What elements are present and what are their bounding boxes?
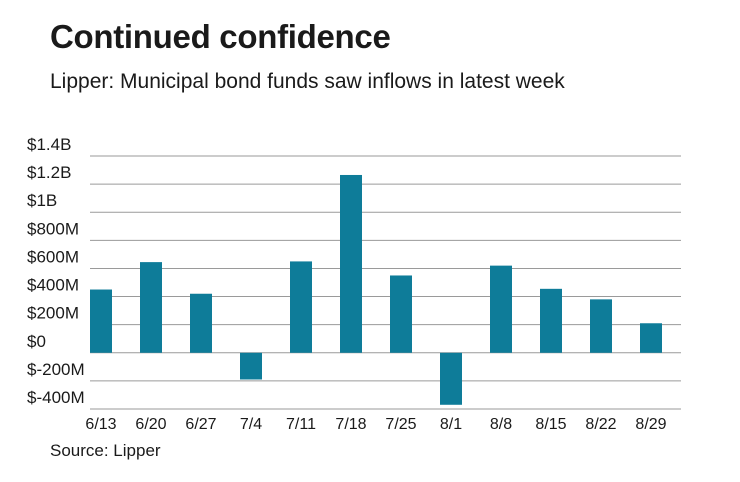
x-tick-label: 7/11 [286,416,316,433]
x-tick-label: 7/4 [240,416,262,433]
bar-8-8 [490,265,512,353]
x-tick-label: 8/1 [440,416,462,433]
bar-7-25 [390,275,412,353]
x-tick-label: 8/8 [490,416,512,433]
y-tick-label: $200M [27,304,79,323]
y-tick-label: $1.4B [27,135,71,154]
y-tick-label: $400M [27,276,79,295]
y-tick-label: $-400M [27,388,85,407]
bar-8-29 [640,323,662,353]
chart-title: Continued confidence [50,18,391,55]
y-tick-label: $600M [27,247,79,266]
y-tick-label: $1B [27,191,57,210]
y-tick-label: $1.2B [27,163,71,182]
x-tick-label: 7/18 [335,416,366,433]
x-tick-label: 8/22 [585,416,616,433]
y-axis-tick-labels: $-400M $-200M $0 $200M $400M $600M $800M $1B $1.… [27,135,85,407]
bar-7-4 [240,352,262,380]
y-tick-label: $800M [27,219,79,238]
bar-6-20 [140,262,162,353]
bars [90,174,662,405]
gridlines [90,155,681,410]
x-tick-label: 7/25 [385,416,416,433]
chart-subtitle: Lipper: Municipal bond funds saw inflows… [50,70,565,93]
x-tick-label: 8/29 [635,416,666,433]
bar-8-1 [440,352,462,405]
source-note: Source: Lipper [50,441,161,460]
y-tick-label: $0 [27,332,46,351]
y-tick-label: $-200M [27,360,85,379]
bar-8-22 [590,299,612,353]
bar-6-27 [190,293,212,353]
bar-7-18 [340,174,362,353]
x-axis-tick-labels: 6/13 6/20 6/27 7/4 7/11 7/18 7/25 8/1 8/8 8/15 8/2… [85,416,666,433]
bar-6-13 [90,289,112,353]
x-tick-label: 6/13 [85,416,116,433]
x-tick-label: 6/20 [135,416,166,433]
bar-7-11 [290,261,312,353]
x-tick-label: 8/15 [535,416,566,433]
bar-8-15 [540,288,562,353]
x-tick-label: 6/27 [185,416,216,433]
